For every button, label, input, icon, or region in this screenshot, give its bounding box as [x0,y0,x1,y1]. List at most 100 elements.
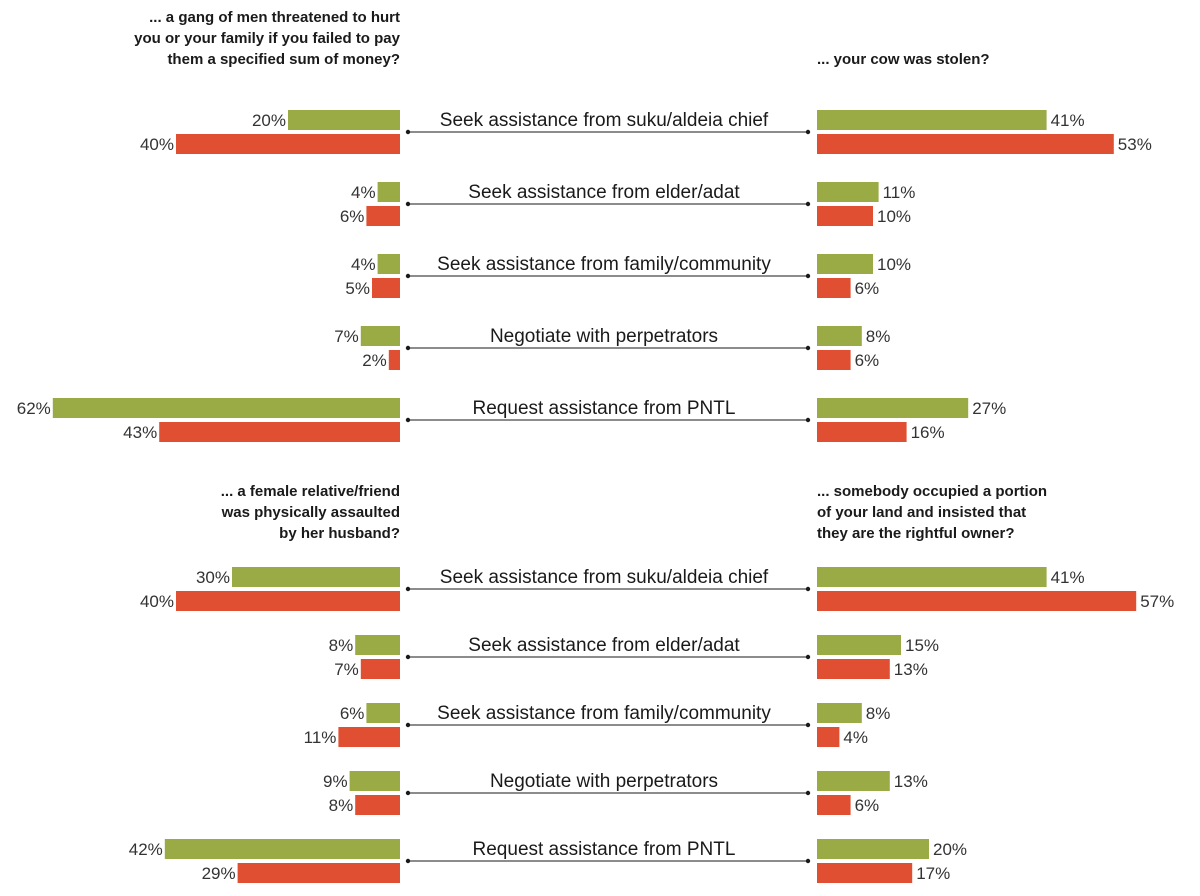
left-value-label: 4% [351,255,376,274]
right-value-label: 57% [1140,592,1174,611]
right-value-label: 6% [855,796,880,815]
connector-dot [405,201,411,207]
category-label: Seek assistance from family/community [437,254,771,275]
left-bar-red [388,350,400,370]
right-bar-green [817,771,890,791]
right-bar-red [817,591,1137,611]
connector-dot [405,273,411,279]
right-value-label: 13% [894,772,928,791]
left-value-label: 9% [323,772,348,791]
right-value-label: 10% [877,207,911,226]
category-label: Negotiate with perpetrators [490,326,718,347]
connector-dot [805,129,811,135]
right-value-label: 6% [855,279,880,298]
category-label: Seek assistance from family/community [437,703,771,724]
left-bar-green [355,635,400,655]
left-bar-green [366,703,400,723]
right-value-label: 11% [883,183,916,202]
right-bar-red [817,795,851,815]
left-bar-red [338,727,400,747]
connector-dot [805,722,811,728]
left-bar-green [377,182,400,202]
right-value-label: 41% [1051,111,1085,130]
right-value-label: 27% [972,399,1006,418]
left-value-label: 29% [202,864,236,883]
right-value-label: 13% [894,660,928,679]
right-bar-green [817,635,901,655]
category-label: Seek assistance from suku/aldeia chief [440,567,769,588]
right-value-label: 6% [855,351,880,370]
right-question-title: of your land and insisted that [817,504,1026,521]
left-bar-green [377,254,400,274]
connector-dot [805,790,811,796]
connector-dot [805,201,811,207]
connector-dot [405,790,411,796]
right-bar-red [817,727,840,747]
right-value-label: 8% [866,704,891,723]
connector-dot [405,417,411,423]
connector-dot [805,345,811,351]
left-value-label: 6% [340,704,365,723]
left-question-title: ... a female relative/friend [221,483,400,500]
left-value-label: 20% [252,111,286,130]
connector-dot [405,129,411,135]
connector-dot [805,654,811,660]
left-bar-green [232,567,400,587]
left-value-label: 5% [345,279,370,298]
left-value-label: 4% [351,183,376,202]
right-value-label: 20% [933,840,967,859]
right-value-label: 53% [1118,135,1152,154]
right-value-label: 8% [866,327,891,346]
left-bar-green [360,326,400,346]
connector-dot [405,345,411,351]
left-bar-red [366,206,400,226]
right-bar-red [817,134,1114,154]
right-value-label: 10% [877,255,911,274]
right-bar-green [817,326,862,346]
right-value-label: 15% [905,636,939,655]
left-bar-red [159,422,400,442]
left-value-label: 6% [340,207,365,226]
left-value-label: 42% [129,840,163,859]
left-bar-red [355,795,400,815]
left-value-label: 11% [304,728,337,747]
left-bar-green [349,771,400,791]
right-question-title: ... somebody occupied a portion [817,483,1047,500]
right-value-label: 4% [843,728,868,747]
connector-dot [805,273,811,279]
connector-dot [405,654,411,660]
right-value-label: 17% [916,864,950,883]
left-bar-red [176,591,400,611]
left-value-label: 30% [196,568,230,587]
right-question-title: ... your cow was stolen? [817,51,990,68]
right-bar-green [817,839,929,859]
left-question-title: was physically assaulted [221,504,400,521]
left-value-label: 40% [140,135,174,154]
left-bar-green [288,110,400,130]
category-label: Request assistance from PNTL [473,398,736,419]
right-question-title: they are the rightful owner? [817,525,1015,542]
left-question-title: ... a gang of men threatened to hurt [149,9,400,26]
right-bar-red [817,278,851,298]
right-bar-red [817,350,851,370]
left-value-label: 40% [140,592,174,611]
left-value-label: 43% [123,423,157,442]
left-value-label: 7% [334,660,359,679]
left-value-label: 2% [362,351,387,370]
connector-dot [405,586,411,592]
right-bar-red [817,422,907,442]
right-bar-red [817,863,913,883]
right-bar-red [817,206,873,226]
left-bar-green [52,398,401,418]
category-label: Seek assistance from elder/adat [468,635,740,656]
category-label: Negotiate with perpetrators [490,771,718,792]
left-bar-red [360,659,400,679]
right-value-label: 16% [911,423,945,442]
right-bar-green [817,182,879,202]
left-bar-red [237,863,400,883]
left-question-title: you or your family if you failed to pay [134,30,401,47]
right-bar-red [817,659,890,679]
right-value-label: 41% [1051,568,1085,587]
